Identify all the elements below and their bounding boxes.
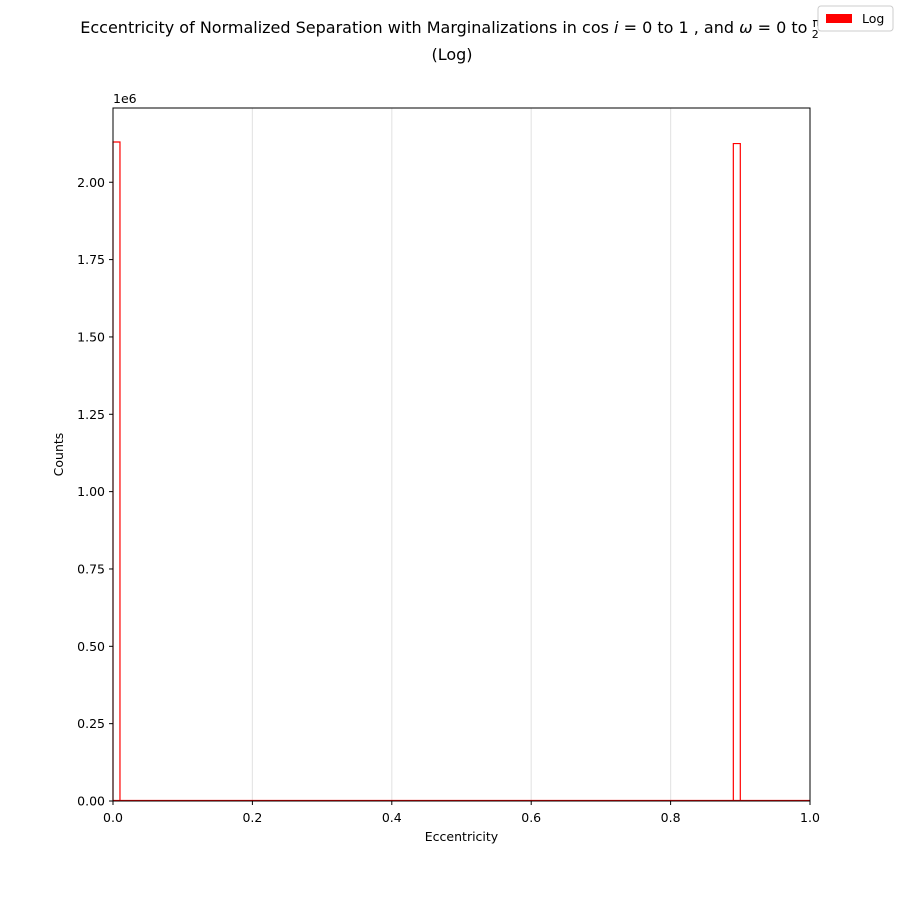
legend-label: Log bbox=[862, 11, 884, 26]
y-tick-label-6: 1.50 bbox=[77, 329, 105, 344]
y-tick-label-3: 0.75 bbox=[77, 561, 105, 576]
histogram-bar-0 bbox=[112, 141, 121, 801]
y-tick-label-8: 2.00 bbox=[77, 175, 105, 190]
plot-frame bbox=[112, 107, 811, 802]
legend: Log bbox=[817, 5, 894, 32]
x-tick-label-4: 0.8 bbox=[661, 810, 681, 825]
y-tick-label-0: 0.00 bbox=[77, 794, 105, 809]
y-tick-label-1: 0.25 bbox=[77, 716, 105, 731]
x-tick-label-3: 0.6 bbox=[521, 810, 541, 825]
legend-swatch bbox=[826, 14, 852, 23]
chart-title-line1: Eccentricity of Normalized Separation wi… bbox=[80, 16, 820, 41]
y-tick-label-7: 1.75 bbox=[77, 252, 105, 267]
x-axis-ticks: 0.0 0.2 0.4 0.6 0.8 1.0 bbox=[103, 801, 820, 825]
y-axis-ticks: 0.00 0.25 0.50 0.75 1.00 1.25 1.50 1.75 2.00 bbox=[77, 175, 113, 809]
y-tick-label-4: 1.00 bbox=[77, 484, 105, 499]
x-tick-label-0: 0.0 bbox=[103, 810, 123, 825]
x-axis-label: Eccentricity bbox=[425, 829, 499, 844]
y-tick-label-5: 1.25 bbox=[77, 407, 105, 422]
histogram-bar-1 bbox=[732, 142, 741, 801]
y-axis-offset-label: 1e6 bbox=[113, 91, 137, 106]
legend-box bbox=[817, 5, 894, 32]
y-axis-label: Counts bbox=[51, 433, 66, 477]
x-tick-label-1: 0.2 bbox=[242, 810, 262, 825]
x-tick-label-5: 1.0 bbox=[800, 810, 820, 825]
y-tick-label-2: 0.50 bbox=[77, 639, 105, 654]
grid-lines bbox=[251, 108, 672, 801]
x-tick-label-2: 0.4 bbox=[382, 810, 402, 825]
chart-title-line2: (Log) bbox=[431, 45, 472, 64]
histogram-bars bbox=[112, 141, 810, 802]
